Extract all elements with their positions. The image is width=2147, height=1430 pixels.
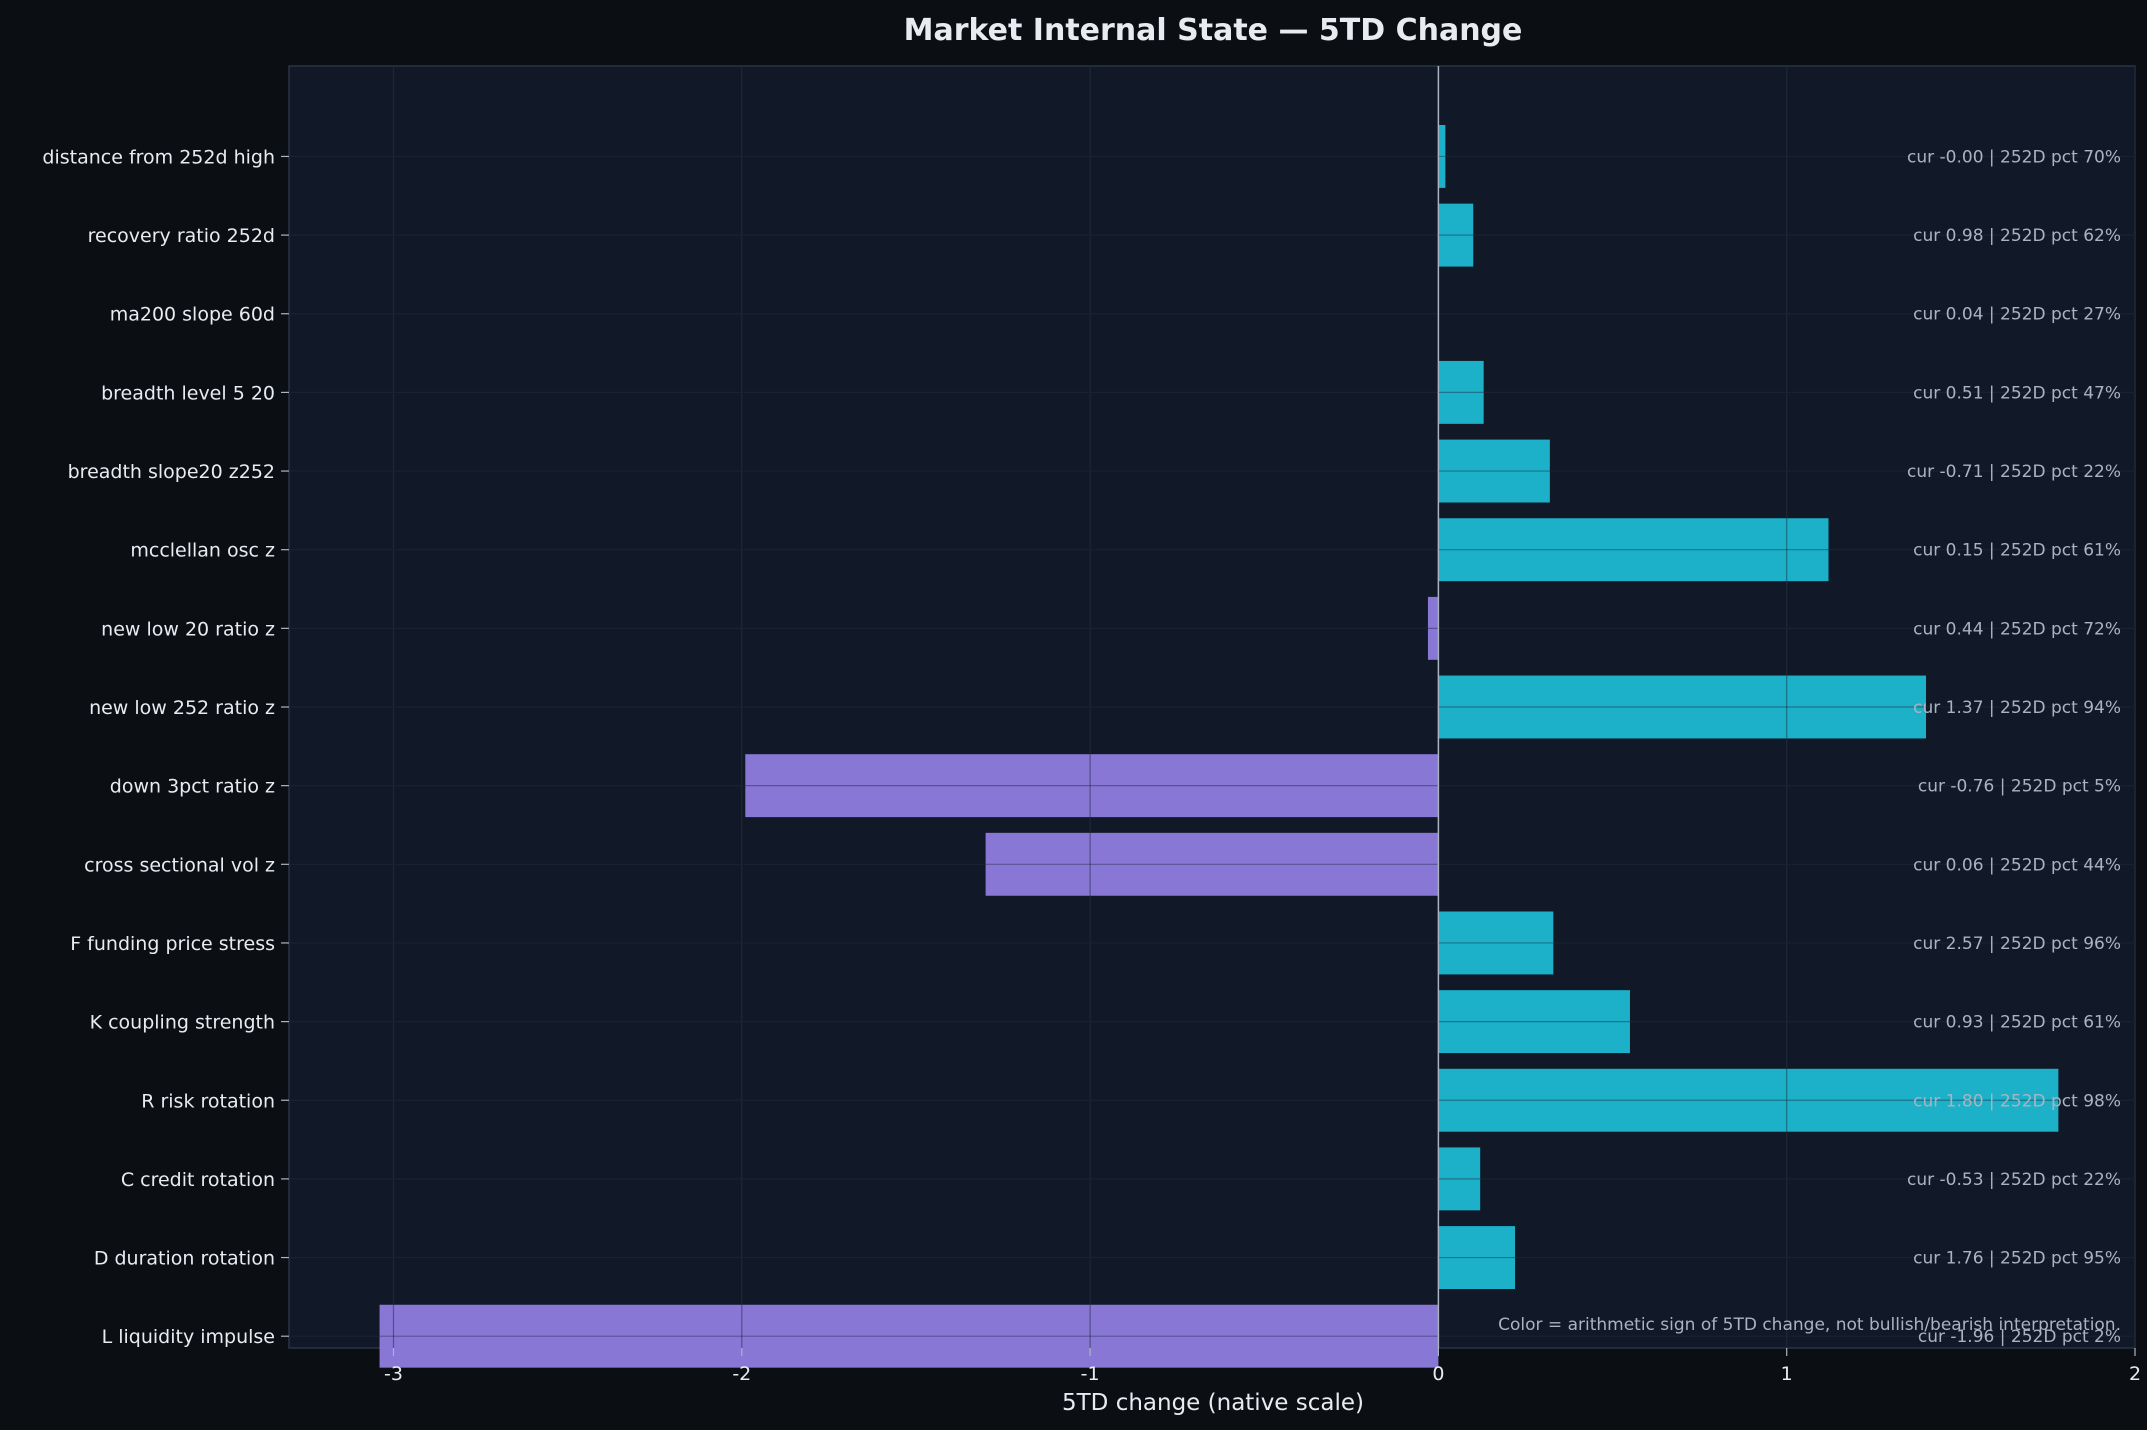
bar-annotation-15: cur -1.96 | 252D pct 2% (1918, 1327, 2121, 1347)
bar-13 (1438, 1147, 1481, 1211)
bar-annotation-5: cur 0.15 | 252D pct 61% (1913, 541, 2121, 561)
y-tick-label-4: breadth slope20 z252 (68, 461, 275, 483)
x-axis-label: 5TD change (native scale) (1062, 1390, 1364, 1416)
bar-9 (985, 832, 1439, 896)
bar-annotation-9: cur 0.06 | 252D pct 44% (1913, 855, 2121, 875)
bar-annotation-6: cur 0.44 | 252D pct 72% (1913, 619, 2121, 639)
y-tick-label-10: F funding price stress (70, 933, 275, 955)
bar-annotation-11: cur 0.93 | 252D pct 61% (1913, 1013, 2121, 1033)
bar-6 (1427, 596, 1439, 660)
bar-1 (1438, 203, 1474, 267)
y-tick-label-7: new low 252 ratio z (89, 697, 275, 719)
y-tick-label-11: K coupling strength (90, 1012, 275, 1034)
x-tick-label-1: -2 (732, 1363, 751, 1385)
y-tick-label-6: new low 20 ratio z (101, 618, 275, 640)
y-tick-label-15: L liquidity impulse (102, 1326, 275, 1348)
y-tick-label-13: C credit rotation (121, 1169, 275, 1191)
y-tick-labels: distance from 252d high recovery ratio 25… (42, 146, 289, 1348)
bar-3 (1438, 360, 1484, 424)
bar-annotation-1: cur 0.98 | 252D pct 62% (1913, 226, 2121, 246)
bar-annotation-14: cur 1.76 | 252D pct 95% (1913, 1249, 2121, 1269)
bar-annotation-12: cur 1.80 | 252D pct 98% (1913, 1091, 2121, 1111)
bar-11 (1438, 990, 1630, 1054)
bar-14 (1438, 1226, 1516, 1290)
bar-5 (1438, 518, 1829, 582)
x-tick-label-5: 2 (2129, 1363, 2141, 1385)
bar-annotation-2: cur 0.04 | 252D pct 27% (1913, 305, 2121, 325)
x-tick-labels: -3 -2 -1 0 1 2 (384, 1348, 2141, 1385)
bar-annotation-10: cur 2.57 | 252D pct 96% (1913, 934, 2121, 954)
x-tick-label-4: 1 (1781, 1363, 1793, 1385)
bar-annotation-3: cur 0.51 | 252D pct 47% (1913, 383, 2121, 403)
bar-4 (1438, 439, 1550, 503)
y-tick-label-0: distance from 252d high (42, 146, 275, 168)
x-tick-label-0: -3 (384, 1363, 403, 1385)
bar-annotation-13: cur -0.53 | 252D pct 22% (1907, 1170, 2121, 1190)
bar-12 (1438, 1068, 2059, 1132)
bar-annotation-8: cur -0.76 | 252D pct 5% (1918, 777, 2121, 797)
y-tick-label-2: ma200 slope 60d (110, 304, 275, 326)
y-tick-label-3: breadth level 5 20 (101, 382, 275, 404)
bar-8 (745, 754, 1439, 818)
y-tick-label-5: mcclellan osc z (130, 540, 275, 562)
y-tick-label-12: R risk rotation (141, 1090, 275, 1112)
bar-15 (379, 1304, 1439, 1368)
bar-annotations: cur -0.00 | 252D pct 70% cur 0.98 | 252D … (1907, 147, 2121, 1347)
bars (289, 66, 2136, 1368)
chart-title: Market Internal State — 5TD Change (904, 13, 1523, 48)
y-tick-label-14: D duration rotation (94, 1248, 275, 1270)
bar-10 (1438, 911, 1554, 975)
bar-7 (1438, 675, 1927, 739)
y-tick-label-9: cross sectional vol z (84, 854, 275, 876)
bar-annotation-7: cur 1.37 | 252D pct 94% (1913, 698, 2121, 718)
bar-annotation-0: cur -0.00 | 252D pct 70% (1907, 147, 2121, 167)
bar-0 (1438, 124, 1446, 188)
bar-annotation-4: cur -0.71 | 252D pct 22% (1907, 462, 2121, 482)
color-note: Color = arithmetic sign of 5TD change, n… (1498, 1315, 2121, 1335)
x-tick-label-3: 0 (1432, 1363, 1444, 1385)
y-tick-label-1: recovery ratio 252d (88, 225, 275, 247)
y-tick-label-8: down 3pct ratio z (110, 776, 275, 798)
x-tick-label-2: -1 (1081, 1363, 1100, 1385)
